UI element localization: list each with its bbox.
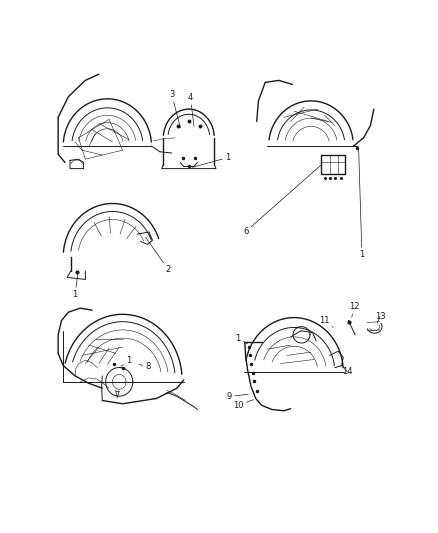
Text: 8: 8	[139, 362, 151, 372]
Text: 1: 1	[359, 147, 364, 259]
Text: 4: 4	[188, 93, 194, 126]
Text: 9: 9	[227, 392, 248, 401]
Text: 1: 1	[236, 334, 247, 344]
Text: 1: 1	[121, 356, 131, 366]
Text: 1: 1	[192, 153, 230, 167]
Text: 3: 3	[169, 90, 180, 127]
Text: 11: 11	[319, 316, 333, 327]
Text: 14: 14	[342, 366, 353, 376]
Text: 2: 2	[146, 237, 171, 274]
Text: 12: 12	[349, 302, 360, 317]
Text: 13: 13	[374, 312, 385, 324]
Text: 10: 10	[233, 400, 253, 410]
Text: 7: 7	[114, 390, 119, 400]
Text: 6: 6	[243, 165, 321, 236]
Text: 1: 1	[73, 272, 78, 299]
